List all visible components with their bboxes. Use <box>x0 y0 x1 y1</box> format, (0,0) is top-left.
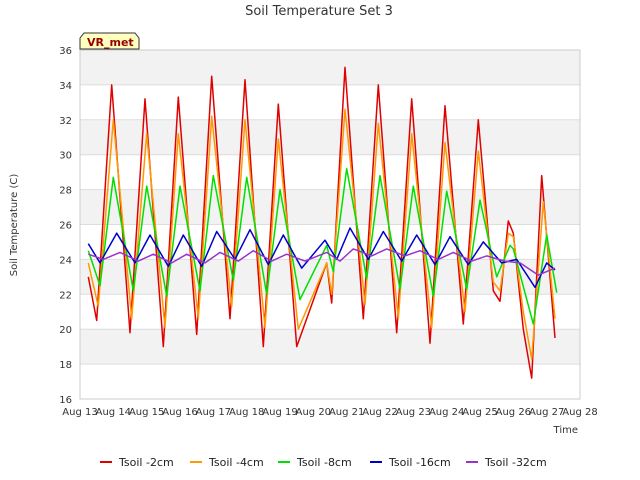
x-tick-label: Aug 19 <box>262 407 297 418</box>
x-tick-label: Aug 25 <box>462 407 497 418</box>
plot-band <box>80 50 580 85</box>
plot-area <box>79 49 581 400</box>
x-tick-label: Aug 15 <box>129 407 164 418</box>
badge-box <box>79 32 140 50</box>
y-tick-label: 16 <box>59 395 72 406</box>
plot-band <box>80 329 580 365</box>
x-tick-label: Aug 14 <box>96 407 131 418</box>
y-tick-label: 20 <box>59 325 72 336</box>
legend-label: Tsoil -8cm <box>296 456 352 469</box>
y-tick-label: 34 <box>59 81 72 92</box>
plot-band <box>80 189 580 225</box>
badge-label: VR_met <box>87 36 134 49</box>
x-tick-label: Aug 21 <box>329 407 364 418</box>
legend-label: Tsoil -4cm <box>208 456 264 469</box>
x-tick-label: Aug 22 <box>362 407 397 418</box>
series-line <box>87 227 556 289</box>
x-tick-label: Aug 23 <box>396 407 431 418</box>
plot-bands <box>80 50 580 365</box>
legend-label: Tsoil -16cm <box>388 456 451 469</box>
series-line <box>88 248 556 276</box>
y-tick-label: 30 <box>59 151 72 162</box>
x-tick-label: Aug 16 <box>162 407 197 418</box>
y-tick-label: 22 <box>59 290 72 301</box>
y-axis-ticks: 16 18 20 22 24 26 28 30 32 34 36 <box>59 46 72 406</box>
x-tick-label: Aug 26 <box>496 407 531 418</box>
x-tick-label: Aug 17 <box>196 407 231 418</box>
station-badge: VR_met <box>79 32 140 50</box>
x-tick-label: Aug 20 <box>296 407 331 418</box>
x-tick-label: Aug 27 <box>529 407 564 418</box>
x-axis-label: Time <box>553 425 578 436</box>
chart-title: Soil Temperature Set 3 <box>245 4 393 19</box>
y-tick-label: 32 <box>59 116 72 127</box>
legend-label: Tsoil -2cm <box>118 456 174 469</box>
x-tick-label: Aug 24 <box>429 407 464 418</box>
y-axis-label: Soil Temperature (C) <box>9 174 20 277</box>
series-line <box>87 167 558 325</box>
y-tick-label: 26 <box>59 221 72 232</box>
series-lines <box>87 66 558 379</box>
y-tick-label: 18 <box>59 360 72 371</box>
y-tick-label: 36 <box>59 46 72 57</box>
x-tick-label: Aug 28 <box>562 407 597 418</box>
x-tick-label: Aug 18 <box>229 407 264 418</box>
legend: Tsoil -2cm Tsoil -4cm Tsoil -8cm Tsoil -16c… <box>100 456 547 469</box>
legend-label: Tsoil -32cm <box>484 456 547 469</box>
y-tick-label: 28 <box>59 186 72 197</box>
plot-band <box>80 119 580 155</box>
x-tick-label: Aug 13 <box>62 407 97 418</box>
y-tick-label: 24 <box>59 255 72 266</box>
